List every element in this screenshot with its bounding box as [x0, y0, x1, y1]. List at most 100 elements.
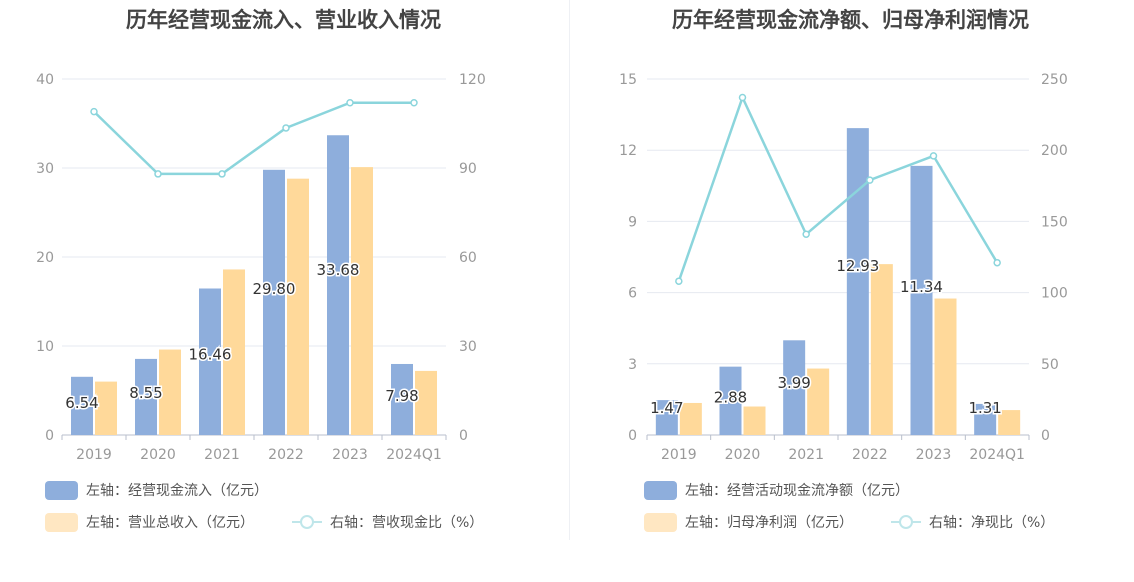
- bar-series-1: [846, 128, 869, 436]
- bar-series-1: [391, 363, 413, 435]
- bar-series-2: [743, 406, 766, 435]
- right-axis-tick-label: 120: [459, 72, 486, 88]
- legend-item-bar1[interactable]: 左轴：经营活动现金流净额（亿元）: [644, 480, 909, 500]
- bar-series-2: [679, 402, 702, 435]
- right-axis-tick-label: 200: [1041, 143, 1068, 159]
- bar-data-label: 29.80: [253, 280, 296, 298]
- bar-series-2: [807, 368, 830, 435]
- right-axis-tick-label: 150: [1041, 214, 1068, 230]
- x-axis-tick-label: 2021: [788, 447, 824, 463]
- left-axis-tick-label: 30: [36, 161, 54, 177]
- line-point: [675, 277, 683, 285]
- right-axis-tick-label: 0: [459, 428, 468, 444]
- legend-item-bar1[interactable]: 左轴：经营现金流入（亿元）: [45, 480, 268, 500]
- bar-series-1: [327, 135, 349, 436]
- x-axis-tick-label: 2021: [204, 447, 240, 463]
- chart-title: 历年经营现金流入、营业收入情况: [126, 8, 441, 32]
- bar-series-1: [783, 340, 806, 435]
- line-point: [993, 258, 1001, 267]
- legend-line-icon: [292, 515, 322, 529]
- legend-label: 左轴：营业总收入（亿元）: [86, 515, 254, 531]
- bar-data-label: 11.34: [900, 278, 943, 296]
- x-axis-tick-label: 2019: [76, 447, 112, 463]
- line-series: [677, 94, 999, 282]
- bar-series-1: [199, 288, 221, 435]
- legend-item-bar2[interactable]: 左轴：归母净利润（亿元）: [644, 512, 853, 532]
- legend-label: 左轴：归母净利润（亿元）: [685, 515, 853, 531]
- bar-data-label: 2.88: [714, 388, 747, 406]
- bar-data-label: 3.99: [777, 374, 810, 392]
- x-axis-tick-label: 2022: [852, 447, 888, 463]
- right-axis-tick-label: 60: [459, 250, 477, 266]
- line-point: [738, 93, 747, 102]
- bar-series-1: [263, 169, 285, 435]
- bar-series-2: [998, 410, 1021, 435]
- line-point: [929, 152, 938, 160]
- legend-swatch-icon: [644, 480, 677, 500]
- x-axis-tick-label: 2022: [268, 447, 304, 463]
- line-point: [218, 170, 226, 178]
- legend-label: 右轴：营收现金比（%）: [330, 515, 484, 531]
- right-axis-tick-label: 100: [1041, 286, 1068, 302]
- bar-series-1: [719, 366, 742, 435]
- left-axis-tick-label: 20: [36, 250, 54, 266]
- left-axis-tick-label: 0: [45, 428, 54, 444]
- bar-series-1: [655, 400, 678, 435]
- x-axis-tick-label: 2024Q1: [969, 447, 1025, 463]
- x-axis-tick-label: 2020: [140, 447, 176, 463]
- legend-label: 左轴：经营活动现金流净额（亿元）: [685, 483, 909, 499]
- legend-swatch-icon: [45, 512, 78, 532]
- line-series: [93, 101, 414, 176]
- bar-series-2: [95, 381, 117, 435]
- left-axis-tick-label: 0: [628, 428, 637, 444]
- right-axis-tick-label: 50: [1041, 357, 1059, 373]
- line-point: [866, 176, 874, 184]
- bar-series-2: [351, 167, 373, 436]
- bar-data-label: 7.98: [385, 387, 418, 405]
- right-axis-tick-label: 0: [1041, 428, 1050, 444]
- right-axis-tick-label: 250: [1041, 72, 1068, 88]
- line-point: [410, 98, 418, 107]
- line-point: [346, 98, 354, 107]
- left-axis-tick-label: 6: [628, 286, 637, 302]
- x-axis-tick-label: 2023: [332, 447, 368, 463]
- legend-item-bar2[interactable]: 左轴：营业总收入（亿元）: [45, 512, 254, 532]
- line-point: [282, 124, 290, 132]
- bar-data-label: 1.31: [968, 399, 1001, 417]
- bar-data-label: 16.46: [189, 345, 232, 363]
- legend-item-line[interactable]: 右轴：营收现金比（%）: [292, 512, 483, 532]
- chart-plot: 0 10 20 30 40 0 30 60 90 120 2019 2020 2021 2022 2023 2…: [36, 72, 486, 463]
- x-axis-tick-label: 2024Q1: [386, 447, 442, 463]
- bar-series-2: [870, 264, 893, 435]
- left-axis-tick-label: 40: [36, 72, 54, 88]
- bar-series-1: [974, 403, 997, 435]
- line-point: [90, 107, 98, 116]
- legend-swatch-icon: [45, 480, 78, 500]
- legend-label: 左轴：经营现金流入（亿元）: [86, 483, 268, 499]
- chart-panel-left: 历年经营现金流入、营业收入情况 0 10 20 30 40 0 30 60 90 120 2019 2…: [36, 8, 486, 532]
- bar-data-label: 6.54: [65, 394, 98, 412]
- legend-swatch-icon: [644, 512, 677, 532]
- right-axis-tick-label: 30: [459, 339, 477, 355]
- legend-item-line[interactable]: 右轴：净现比（%）: [891, 512, 1054, 532]
- panel-divider: [569, 0, 570, 540]
- bar-series-1: [910, 165, 933, 435]
- legend-line-icon: [891, 515, 921, 529]
- line-point: [154, 170, 162, 178]
- x-axis-tick-label: 2023: [916, 447, 952, 463]
- left-axis-tick-label: 9: [628, 214, 637, 230]
- left-axis-tick-label: 12: [619, 143, 637, 159]
- bar-series-2: [159, 349, 181, 435]
- bar-data-label: 12.93: [836, 257, 879, 275]
- bar-series-1: [135, 358, 157, 435]
- bar-data-label: 33.68: [317, 261, 360, 279]
- left-axis-tick-label: 3: [628, 357, 637, 373]
- bar-series-1: [71, 376, 93, 435]
- line-point: [802, 230, 810, 238]
- bar-series-2: [223, 269, 245, 435]
- right-axis-tick-label: 90: [459, 161, 477, 177]
- bar-series-2: [415, 370, 437, 435]
- bar-data-label: 8.55: [129, 384, 162, 402]
- x-axis-tick-label: 2020: [725, 447, 761, 463]
